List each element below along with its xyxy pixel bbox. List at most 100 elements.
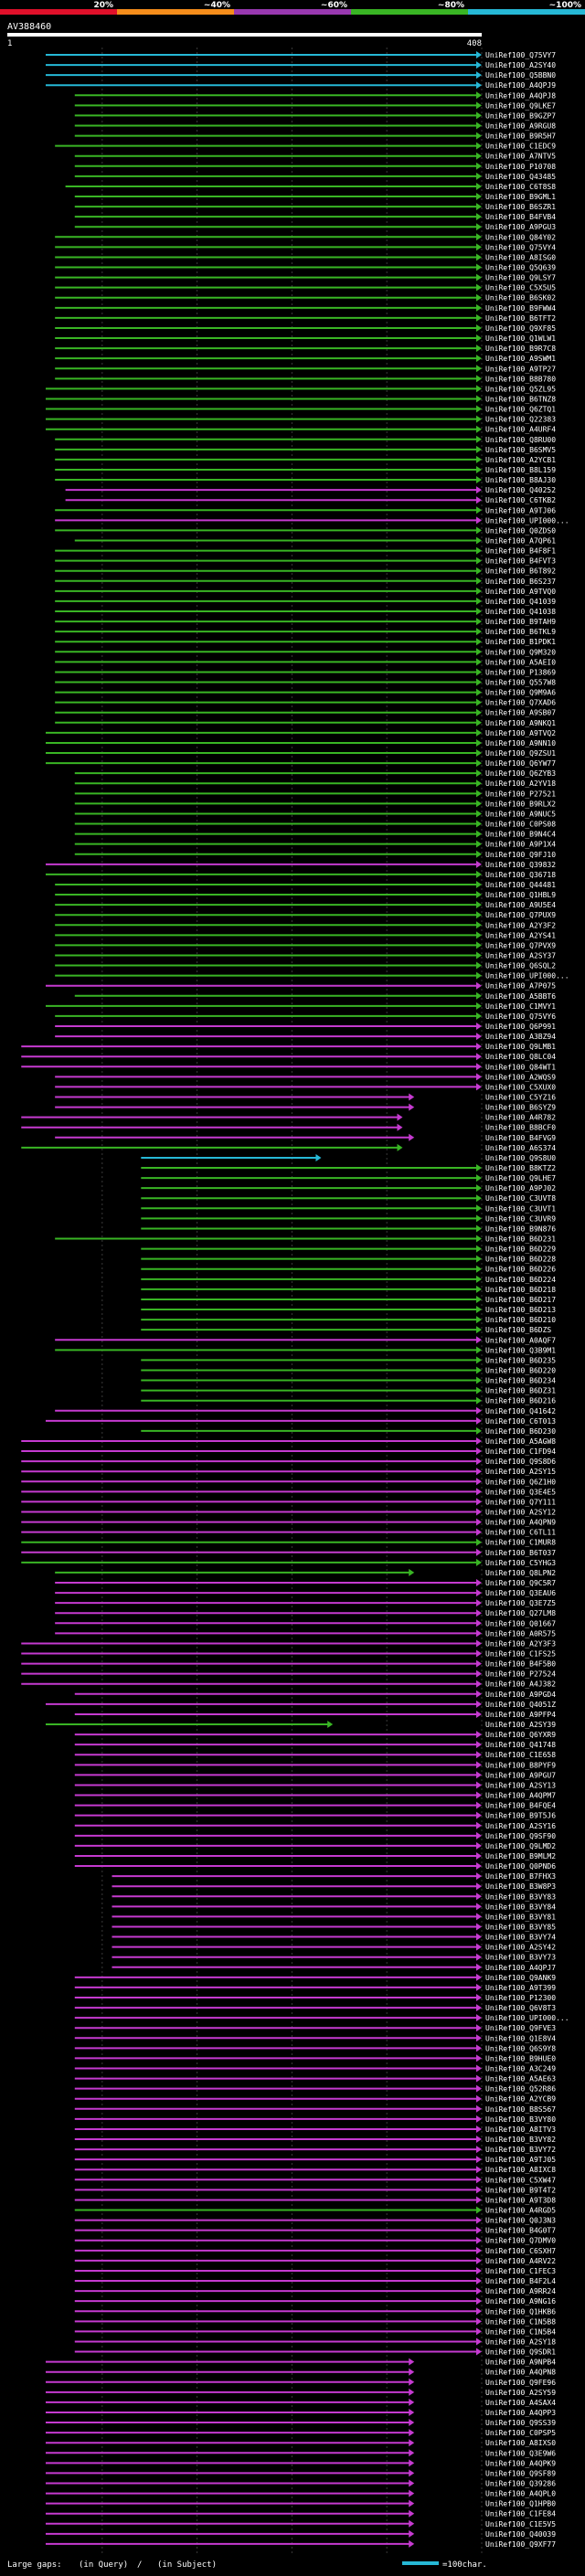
hit-row[interactable]: UniRef100_Q3EAU6 [55,1589,556,1597]
hit-label[interactable]: UniRef100_Q22383 [485,416,556,424]
hit-row[interactable]: UniRef100_A2SY12 [21,1508,556,1516]
hit-row[interactable]: UniRef100_A8IXC8 [74,2166,556,2174]
hit-label[interactable]: UniRef100_Q27LM8 [485,1609,556,1617]
hit-row[interactable]: UniRef100_B8B780 [55,375,556,383]
hit-row[interactable]: UniRef100_B6SK02 [55,293,556,302]
hit-label[interactable]: UniRef100_A2SY59 [485,2389,556,2397]
hit-label[interactable]: UniRef100_B7FHX3 [485,1872,556,1881]
hit-label[interactable]: UniRef100_Q43485 [485,173,556,181]
hit-label[interactable]: UniRef100_B4F2L4 [485,2277,556,2285]
hit-label[interactable]: UniRef100_Q3E4E5 [485,1488,556,1496]
hit-label[interactable]: UniRef100_A5BBT6 [485,992,556,1001]
hit-label[interactable]: UniRef100_B6SZR1 [485,203,556,211]
hit-label[interactable]: UniRef100_B3VY82 [485,2136,556,2144]
hit-row[interactable]: UniRef100_A9TJ05 [74,2156,556,2164]
hit-label[interactable]: UniRef100_B6S237 [485,578,556,586]
hit-row[interactable]: UniRef100_A8IXS0 [45,2439,556,2447]
hit-row[interactable]: UniRef100_B9HUE0 [74,2054,556,2062]
hit-label[interactable]: UniRef100_Q41038 [485,608,556,616]
hit-row[interactable]: UniRef100_Q84WT1 [21,1063,556,1071]
hit-row[interactable]: UniRef100_Q6S9Y8 [74,2044,556,2052]
hit-row[interactable]: UniRef100_Q0PND6 [74,1862,556,1871]
hit-label[interactable]: UniRef100_Q6P991 [485,1023,556,1031]
hit-label[interactable]: UniRef100_B6D213 [485,1306,556,1314]
hit-row[interactable]: UniRef100_Q6V8T3 [74,2004,556,2012]
hit-row[interactable]: UniRef100_Q41642 [55,1406,556,1415]
hit-label[interactable]: UniRef100_C1FD94 [485,1447,556,1456]
hit-label[interactable]: UniRef100_B6D231 [485,1235,556,1244]
hit-label[interactable]: UniRef100_Q7DMV0 [485,2237,556,2245]
hit-label[interactable]: UniRef100_Q44481 [485,881,556,889]
hit-row[interactable]: UniRef100_UPI000... [55,516,569,525]
hit-label[interactable]: UniRef100_B9HUE0 [485,2054,556,2062]
hit-label[interactable]: UniRef100_Q7PVX9 [485,941,556,949]
hit-row[interactable]: UniRef100_A2Y3F3 [21,1639,556,1648]
hit-row[interactable]: UniRef100_Q9SDR1 [74,2348,556,2357]
hit-row[interactable]: UniRef100_B9N4C4 [74,830,556,839]
hit-row[interactable]: UniRef100_B3VY74 [112,1933,556,1942]
hit-label[interactable]: UniRef100_Q1HBL9 [485,891,556,899]
hit-row[interactable]: UniRef100_C1FS25 [21,1649,556,1659]
hit-label[interactable]: UniRef100_A2SY15 [485,1468,556,1476]
hit-row[interactable]: UniRef100_Q6Z1H0 [21,1478,556,1486]
hit-label[interactable]: UniRef100_Q0ZDS0 [485,526,556,535]
hit-row[interactable]: UniRef100_A6S374 [21,1143,556,1152]
hit-row[interactable]: UniRef100_Q4051Z [45,1700,556,1709]
hit-row[interactable]: UniRef100_B3W8P3 [112,1882,556,1891]
hit-label[interactable]: UniRef100_B6TKL9 [485,628,556,636]
hit-row[interactable]: UniRef100_C1EDC9 [55,142,556,151]
hit-label[interactable]: UniRef100_Q6YW77 [485,759,556,768]
hit-label[interactable]: UniRef100_B6D216 [485,1397,556,1405]
hit-row[interactable]: UniRef100_A4QPP3 [45,2408,556,2417]
hit-row[interactable]: UniRef100_A9PGU3 [74,223,556,231]
hit-label[interactable]: UniRef100_B8BCF0 [485,1124,556,1132]
hit-label[interactable]: UniRef100_Q9FVE3 [485,2024,556,2032]
hit-row[interactable]: UniRef100_B6D230 [141,1426,556,1436]
hit-label[interactable]: UniRef100_Q6Z1H0 [485,1478,556,1486]
hit-row[interactable]: UniRef100_A9SB07 [55,708,556,717]
hit-label[interactable]: UniRef100_Q5Q639 [485,264,556,272]
hit-row[interactable]: UniRef100_Q41748 [74,1741,556,1749]
hit-row[interactable]: UniRef100_B6D220 [141,1366,556,1374]
hit-label[interactable]: UniRef100_B6D228 [485,1256,556,1264]
hit-row[interactable]: UniRef100_A4R782 [21,1113,556,1122]
hit-label[interactable]: UniRef100_B6D230 [485,1427,556,1436]
hit-label[interactable]: UniRef100_B3VY83 [485,1892,556,1901]
hit-label[interactable]: UniRef100_Q84Y02 [485,233,556,241]
hit-label[interactable]: UniRef100_B6SK02 [485,294,556,302]
hit-row[interactable]: UniRef100_A9RGU8 [74,122,556,131]
hit-label[interactable]: UniRef100_B9R7C8 [485,345,556,353]
hit-row[interactable]: UniRef100_B1PDK1 [55,638,556,646]
hit-row[interactable]: UniRef100_Q9LMD2 [74,1841,556,1850]
hit-label[interactable]: UniRef100_C5YHG3 [485,1559,556,1567]
hit-row[interactable]: UniRef100_Q6ZTQ1 [45,405,556,414]
hit-row[interactable]: UniRef100_B6SMV5 [55,445,556,454]
hit-row[interactable]: UniRef100_B9T5J6 [74,1811,556,1820]
hit-row[interactable]: UniRef100_Q3E4E5 [21,1488,556,1496]
hit-row[interactable]: UniRef100_Q41038 [55,608,556,616]
hit-label[interactable]: UniRef100_B4FVG9 [485,1134,556,1142]
hit-label[interactable]: UniRef100_A2SY16 [485,1822,556,1830]
hit-label[interactable]: UniRef100_B6TFT2 [485,314,556,323]
hit-row[interactable]: UniRef100_B8S567 [74,2104,556,2114]
hit-row[interactable]: UniRef100_A2SY37 [55,951,556,959]
hit-row[interactable]: UniRef100_B8L159 [55,465,556,474]
hit-label[interactable]: UniRef100_Q9LKE7 [485,101,556,110]
hit-row[interactable]: UniRef100_A7NTV5 [74,152,556,161]
hit-label[interactable]: UniRef100_C1FEC3 [485,2267,556,2275]
hit-row[interactable]: UniRef100_B6D231 [55,1235,556,1244]
hit-label[interactable]: UniRef100_A9P1X4 [485,841,556,849]
hit-row[interactable]: UniRef100_Q9FJ10 [74,850,556,859]
hit-row[interactable]: UniRef100_Q1HBL9 [55,891,556,899]
hit-label[interactable]: UniRef100_Q3E7Z5 [485,1599,556,1607]
hit-label[interactable]: UniRef100_A3C249 [485,2065,556,2073]
hit-label[interactable]: UniRef100_Q39286 [485,2479,556,2487]
hit-row[interactable]: UniRef100_P10708 [74,162,556,171]
hit-row[interactable]: UniRef100_Q5ZL95 [45,385,556,393]
hit-row[interactable]: UniRef100_A9SWM1 [55,355,556,363]
hit-row[interactable]: UniRef100_C5YZ16 [55,1093,556,1102]
hit-row[interactable]: UniRef100_B6T037 [21,1548,556,1557]
hit-label[interactable]: UniRef100_A4R782 [485,1114,556,1122]
hit-label[interactable]: UniRef100_Q6V8T3 [485,2004,556,2012]
hit-row[interactable]: UniRef100_A5AEI0 [55,658,556,666]
